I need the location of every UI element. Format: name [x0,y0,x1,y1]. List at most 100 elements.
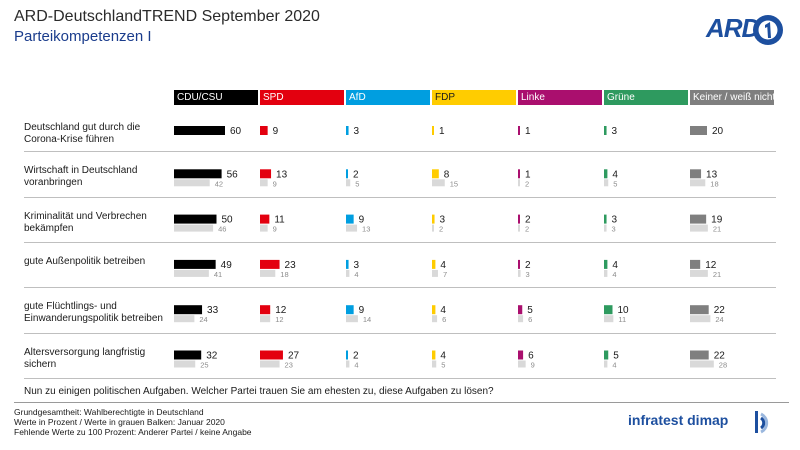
value-label-current: 22 [714,351,726,362]
bar-previous-linke [518,360,526,368]
bar-previous-spd [260,315,271,323]
bar-previous-linke [518,179,520,187]
footer-values-note: Werte in Prozent / Werte in grauen Balke… [14,417,225,427]
value-label-previous: 6 [528,315,532,324]
value-label-current: 12 [275,305,287,316]
party-header-keiner-weiß-nicht: Keiner / weiß nicht [690,90,774,105]
bar-current-fdp [432,126,434,135]
bar-previous-afd [346,179,351,187]
infratest-logo-icon [755,411,769,434]
value-label-current: 10 [618,305,630,316]
ard-one-icon [753,15,783,45]
value-label-previous: 5 [441,361,445,370]
value-label-previous: 7 [443,270,447,279]
party-header-cdu-csu: CDU/CSU [174,90,258,105]
value-label-current: 11 [274,215,285,226]
row-separator [24,151,776,153]
value-label-current: 8 [444,169,450,180]
value-label-previous: 4 [354,270,358,279]
bar-current-cdu-csu [174,259,216,269]
ard-logo: ARD [706,12,786,48]
bar-previous-linke [518,224,520,232]
bar-current-linke [518,259,520,269]
value-label-current: 3 [354,260,360,271]
bar-previous-cdu-csu [174,360,196,368]
bar-previous-cdu-csu [174,269,209,277]
bar-current-spd [260,214,270,224]
value-label-previous: 18 [710,179,718,188]
bar-current-afd [346,305,354,315]
value-label-previous: 4 [612,361,616,370]
bar-previous-fdp [432,315,438,323]
value-label-current: 3 [612,215,618,226]
bar-current-linke [518,305,523,315]
bar-current-fdp [432,305,436,315]
value-label-previous: 2 [525,179,529,188]
row-label: Kriminalität und Verbrechen bekämpfen [24,210,147,234]
bar-current-grüne [604,126,607,135]
value-label-current: 9 [359,305,365,316]
bar-current-keiner-weiß-nicht [690,305,709,315]
bar-current-keiner-weiß-nicht [690,350,709,360]
value-label-current: 4 [440,305,446,316]
bar-previous-grüne [604,360,608,368]
bar-previous-cdu-csu [174,315,195,323]
bar-current-linke [518,350,524,360]
value-label-current: 3 [612,126,618,137]
value-label-previous: 5 [613,179,617,188]
footer-divider [14,402,789,403]
value-label-current: 27 [288,351,300,362]
value-label-previous: 24 [199,315,207,324]
bar-current-cdu-csu [174,305,203,315]
row-separator [24,287,776,289]
bar-current-spd [260,169,272,179]
value-label-previous: 2 [439,225,443,234]
bar-current-spd [260,305,271,315]
bar-current-cdu-csu [174,169,222,179]
bar-previous-spd [260,224,268,232]
bar-current-spd [260,259,280,269]
value-label-current: 1 [525,169,531,180]
bar-current-keiner-weiß-nicht [690,169,702,179]
bar-current-keiner-weiß-nicht [690,214,707,224]
value-label-current: 9 [359,215,365,226]
value-label-previous: 41 [214,270,222,279]
value-label-previous: 9 [531,361,535,370]
value-label-previous: 18 [280,270,288,279]
row-separator [24,196,776,198]
row-separator [24,377,776,379]
bar-previous-keiner-weiß-nicht [690,269,708,277]
value-label-current: 22 [714,305,726,316]
row-separator [24,241,776,243]
value-label-current: 6 [528,351,534,362]
value-label-previous: 3 [526,270,530,279]
value-label-current: 33 [207,305,219,316]
value-label-current: 56 [227,169,239,180]
bar-previous-linke [518,269,521,277]
bar-previous-fdp [432,224,434,232]
bar-current-afd [346,350,348,360]
value-label-previous: 25 [200,361,208,370]
bar-previous-fdp [432,179,445,187]
bar-current-linke [518,126,520,135]
party-header-spd: SPD [260,90,344,105]
bar-previous-linke [518,315,524,323]
value-label-previous: 9 [273,225,277,234]
row-label: Wirtschaft in Deutschland voranbringen [24,165,138,189]
bar-previous-grüne [604,315,614,323]
bar-current-cdu-csu [174,214,217,224]
bar-previous-keiner-weiß-nicht [690,179,706,187]
value-label-current: 49 [221,260,233,271]
bar-previous-spd [260,360,280,368]
value-label-current: 2 [353,169,359,180]
bar-current-grüne [604,305,613,315]
row-label: gute Flüchtlings- und Einwanderungspolit… [24,301,163,325]
bar-current-fdp [432,214,435,224]
survey-question: Nun zu einigen politischen Aufgaben. Wel… [24,386,494,397]
value-label-current: 13 [706,169,718,180]
bar-previous-spd [260,269,276,277]
bar-current-afd [346,169,348,179]
bar-current-linke [518,214,520,224]
value-label-current: 4 [440,260,446,271]
bar-current-cdu-csu [174,126,225,135]
